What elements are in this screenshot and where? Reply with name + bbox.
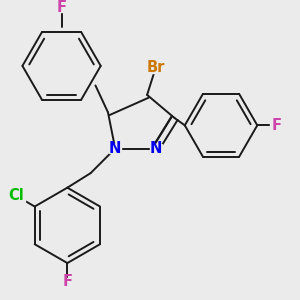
Bar <box>270 121 282 129</box>
Bar <box>7 190 25 202</box>
Bar <box>56 4 68 12</box>
Text: N: N <box>150 141 162 156</box>
Bar <box>61 278 73 286</box>
Text: Cl: Cl <box>8 188 24 203</box>
Text: Br: Br <box>147 60 165 75</box>
Bar <box>147 61 164 74</box>
Bar <box>150 145 162 153</box>
Text: F: F <box>62 274 72 290</box>
Text: N: N <box>109 141 122 156</box>
Bar <box>110 145 121 153</box>
Text: F: F <box>271 118 281 133</box>
Text: F: F <box>57 0 67 15</box>
